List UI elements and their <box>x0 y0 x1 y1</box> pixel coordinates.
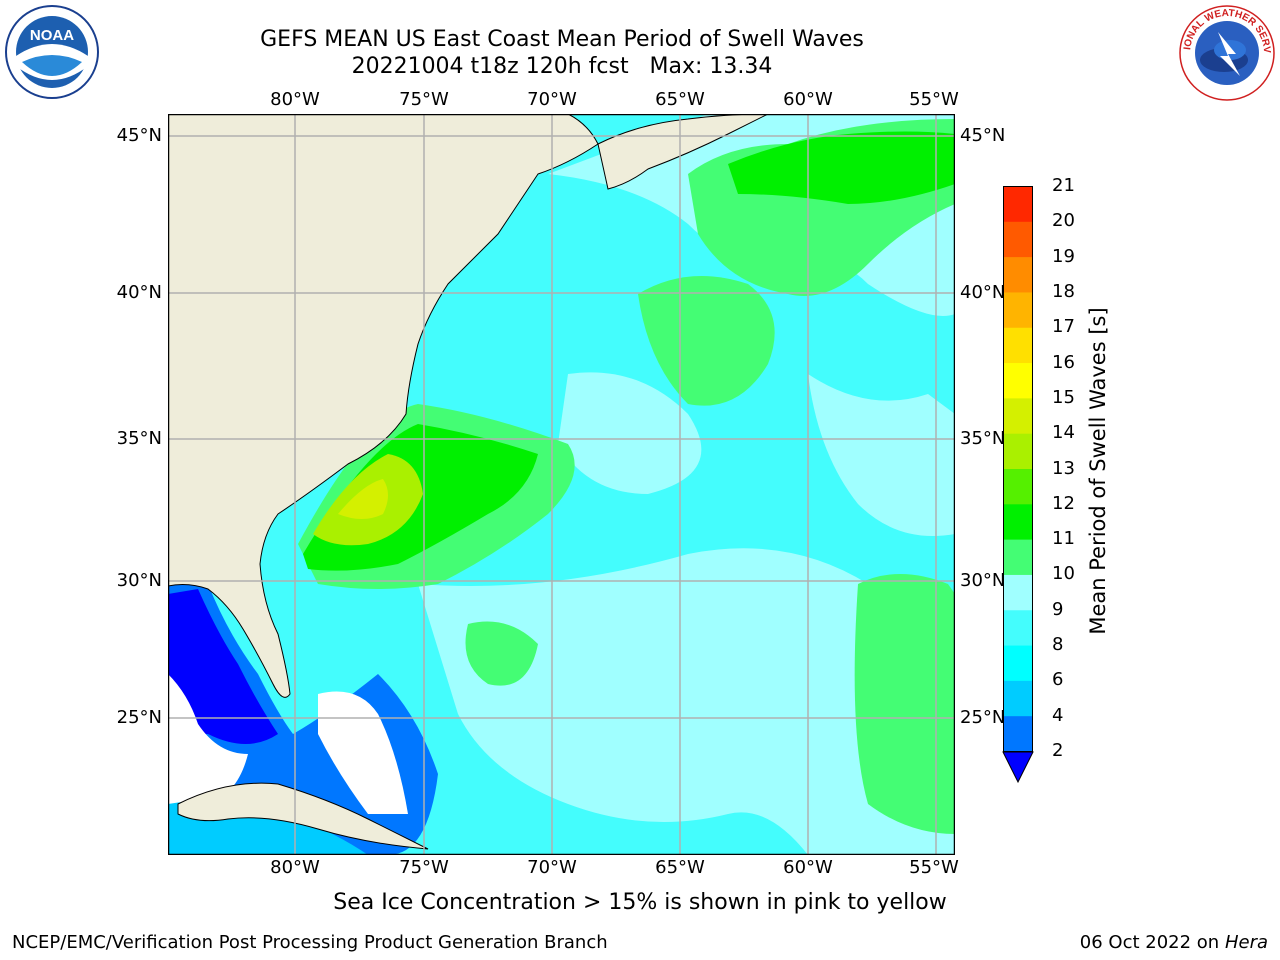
colorbar-tick-label: 8 <box>1052 634 1064 656</box>
noaa-logo-icon: NOAA <box>4 4 100 100</box>
swell-zone-9-10-ridge <box>638 276 775 406</box>
colorbar-step <box>1003 221 1033 258</box>
swell-zone-13-14-core <box>338 479 388 519</box>
svg-text:NOAA: NOAA <box>30 27 74 44</box>
footer-date-text: 06 Oct 2022 on <box>1079 932 1225 953</box>
colorbar-tick-label: 11 <box>1052 528 1075 550</box>
colorbar-tick-label: 4 <box>1052 704 1064 726</box>
lon-tick-bottom: 55°W <box>909 857 959 878</box>
chart-subtitle: 20221004 t18z 120h fcst Max: 13.34 <box>351 54 773 79</box>
colorbar-tick-label: 12 <box>1052 492 1075 514</box>
lat-tick-left: 45°N <box>116 125 162 146</box>
colorbar-tick-label: 2 <box>1052 740 1064 761</box>
swell-zone-8-9-east <box>808 374 955 536</box>
colorbar-tick-label: 10 <box>1052 563 1075 585</box>
gulf-no-data-white <box>168 674 248 804</box>
colorbar-tick-label: 19 <box>1052 245 1075 267</box>
colorbar-step <box>1003 291 1033 328</box>
land-nova-scotia <box>597 114 769 190</box>
sea-ice-caption: Sea Ice Concentration > 15% is shown in … <box>333 890 947 915</box>
lat-tick-right: 35°N <box>960 428 1006 449</box>
colorbar-step <box>1003 539 1033 575</box>
colorbar-step <box>1003 680 1033 717</box>
footer-branch: NCEP/EMC/Verification Post Processing Pr… <box>12 932 608 953</box>
lat-tick-left: 35°N <box>116 428 162 449</box>
nws-logo-icon: NATIONAL WEATHER SERVICE <box>1174 0 1276 102</box>
lon-tick-bottom: 80°W <box>270 857 320 878</box>
colorbar-tick-label: 13 <box>1052 457 1075 479</box>
colorbar-tick-label: 18 <box>1052 280 1075 302</box>
lon-tick-bottom: 60°W <box>783 857 833 878</box>
footer-host: Hera <box>1224 932 1268 953</box>
colorbar-under-arrow <box>1002 751 1034 784</box>
colorbar-tick-label: 15 <box>1052 386 1075 408</box>
colorbar-title: Mean Period of Swell Waves [s] <box>1086 307 1110 635</box>
gulf-very-low-period <box>168 589 278 744</box>
colorbar-step <box>1003 715 1033 752</box>
lon-tick-top: 60°W <box>783 89 833 110</box>
colorbar-tick-label: 14 <box>1052 422 1075 444</box>
lat-tick-left: 30°N <box>116 570 162 591</box>
lon-tick-bottom: 75°W <box>399 857 449 878</box>
graticule <box>168 114 955 855</box>
lat-tick-left: 25°N <box>116 707 162 728</box>
lat-tick-right: 30°N <box>960 570 1006 591</box>
swell-zone-9-10-patch <box>465 621 538 686</box>
lon-tick-top: 70°W <box>527 89 577 110</box>
colorbar-tick-label: 17 <box>1052 316 1075 338</box>
swell-zone-10-12-northeast <box>728 131 955 204</box>
lat-tick-right: 40°N <box>960 282 1006 303</box>
lon-tick-top: 75°W <box>399 89 449 110</box>
chart-title: GEFS MEAN US East Coast Mean Period of S… <box>260 27 864 52</box>
colorbar <box>1002 186 1034 784</box>
footer-date: 06 Oct 2022 on Hera <box>1080 932 1268 953</box>
lat-tick-right: 45°N <box>960 125 1006 146</box>
colorbar-step <box>1003 256 1033 293</box>
lon-tick-top: 65°W <box>655 89 705 110</box>
colorbar-tick-label: 9 <box>1052 598 1064 620</box>
colorbar-step <box>1003 574 1033 611</box>
lon-tick-top: 55°W <box>909 89 959 110</box>
colorbar-tick-label: 20 <box>1052 210 1075 232</box>
colorbar-tick-label: 6 <box>1052 669 1064 691</box>
lon-tick-top: 80°W <box>270 89 320 110</box>
swell-zone-9-10-east <box>854 574 955 834</box>
lon-tick-bottom: 70°W <box>527 857 577 878</box>
land-north-america <box>168 114 599 698</box>
colorbar-step <box>1003 503 1033 540</box>
colorbar-step <box>1003 645 1033 681</box>
lon-tick-bottom: 65°W <box>655 857 705 878</box>
colorbar-step <box>1003 433 1033 469</box>
colorbar-step <box>1003 186 1033 222</box>
colorbar-step <box>1003 397 1033 434</box>
colorbar-step <box>1003 362 1033 399</box>
land-cuba <box>177 782 429 850</box>
colorbar-step <box>1003 468 1033 505</box>
map-frame <box>168 114 955 855</box>
swell-zone-8-9-central <box>558 372 702 494</box>
lat-tick-left: 40°N <box>116 282 162 303</box>
colorbar-step <box>1003 609 1033 646</box>
bahamas-no-data-white <box>318 691 408 814</box>
colorbar-tick-label: 16 <box>1052 351 1075 373</box>
lat-tick-right: 25°N <box>960 707 1006 728</box>
colorbar-tick-label: 21 <box>1052 175 1075 196</box>
colorbar-step <box>1003 327 1033 364</box>
map-plot-area <box>168 114 955 855</box>
